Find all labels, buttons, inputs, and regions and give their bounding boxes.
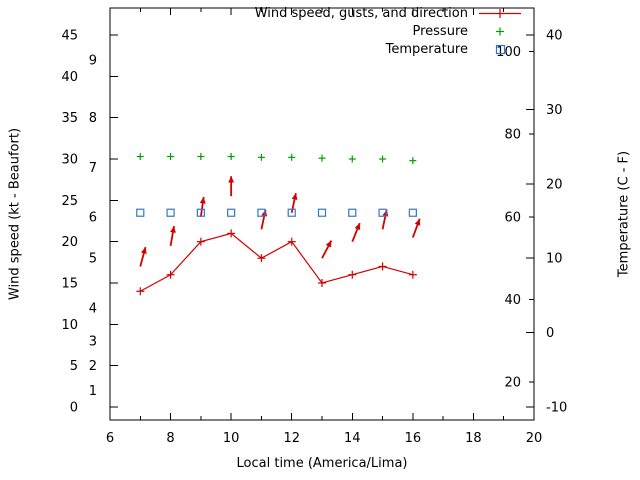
legend-label-temperature: Temperature bbox=[385, 41, 468, 57]
legend-label-pressure: Pressure bbox=[412, 23, 468, 39]
svg-text:25: 25 bbox=[61, 194, 78, 209]
pressure-series bbox=[136, 153, 417, 165]
temperature-square-marker-icon bbox=[476, 43, 524, 56]
legend-label-wind: Wind speed, gusts, and direction bbox=[254, 5, 468, 21]
svg-text:18: 18 bbox=[465, 431, 482, 446]
svg-text:10: 10 bbox=[223, 431, 240, 446]
svg-text:30: 30 bbox=[546, 103, 563, 118]
chart-legend: Wind speed, gusts, and direction Pressur… bbox=[110, 4, 524, 58]
left-axis-beaufort-labels: 1 2 3 4 5 6 7 8 9 bbox=[89, 53, 97, 399]
legend-item-temperature: Temperature bbox=[110, 40, 524, 58]
wind-line-plus-marker-icon bbox=[476, 7, 524, 20]
svg-text:8: 8 bbox=[89, 111, 97, 126]
svg-text:3: 3 bbox=[89, 334, 97, 349]
wind-series bbox=[136, 229, 417, 296]
right-axis-celsius-ticks: -10 0 10 20 30 40 bbox=[526, 29, 567, 416]
svg-text:80: 80 bbox=[504, 128, 521, 143]
wind-direction-arrows bbox=[139, 176, 421, 267]
svg-text:1: 1 bbox=[89, 384, 97, 399]
svg-text:7: 7 bbox=[89, 161, 97, 176]
svg-text:100: 100 bbox=[496, 45, 521, 60]
svg-text:40: 40 bbox=[546, 29, 563, 44]
svg-text:5: 5 bbox=[70, 359, 78, 374]
svg-text:20: 20 bbox=[526, 431, 543, 446]
pressure-plus-marker-icon bbox=[476, 25, 524, 38]
x-axis-ticks: 6 8 10 12 14 16 18 20 bbox=[106, 8, 542, 446]
y-axis-title-right: Temperature (C - F) bbox=[616, 150, 632, 278]
legend-item-pressure: Pressure bbox=[110, 22, 524, 40]
svg-text:16: 16 bbox=[405, 431, 422, 446]
svg-text:0: 0 bbox=[70, 401, 78, 416]
svg-text:45: 45 bbox=[61, 29, 78, 44]
svg-text:2: 2 bbox=[89, 359, 97, 374]
svg-text:15: 15 bbox=[61, 277, 78, 292]
svg-text:6: 6 bbox=[106, 431, 114, 446]
svg-text:40: 40 bbox=[504, 293, 521, 308]
svg-text:20: 20 bbox=[61, 235, 78, 250]
svg-text:10: 10 bbox=[61, 318, 78, 333]
legend-item-wind: Wind speed, gusts, and direction bbox=[110, 4, 524, 22]
svg-text:30: 30 bbox=[61, 153, 78, 168]
svg-text:0: 0 bbox=[546, 326, 554, 341]
svg-text:20: 20 bbox=[504, 376, 521, 391]
svg-text:8: 8 bbox=[166, 431, 174, 446]
svg-text:-10: -10 bbox=[546, 401, 567, 416]
right-axis-fahrenheit-ticks: 20 40 60 80 100 bbox=[496, 45, 534, 391]
svg-text:14: 14 bbox=[344, 431, 361, 446]
svg-text:40: 40 bbox=[61, 70, 78, 85]
svg-text:35: 35 bbox=[61, 111, 78, 126]
x-axis-title: Local time (America/Lima) bbox=[236, 456, 408, 471]
svg-text:5: 5 bbox=[89, 252, 97, 267]
svg-text:12: 12 bbox=[283, 431, 300, 446]
y-axis-title-left: Wind speed (kt - Beaufort) bbox=[7, 127, 23, 301]
svg-text:20: 20 bbox=[546, 177, 563, 192]
svg-text:6: 6 bbox=[89, 210, 97, 225]
svg-text:4: 4 bbox=[89, 301, 97, 316]
svg-text:9: 9 bbox=[89, 53, 97, 68]
temperature-series bbox=[136, 208, 417, 217]
svg-text:10: 10 bbox=[546, 252, 563, 267]
svg-text:60: 60 bbox=[504, 210, 521, 225]
